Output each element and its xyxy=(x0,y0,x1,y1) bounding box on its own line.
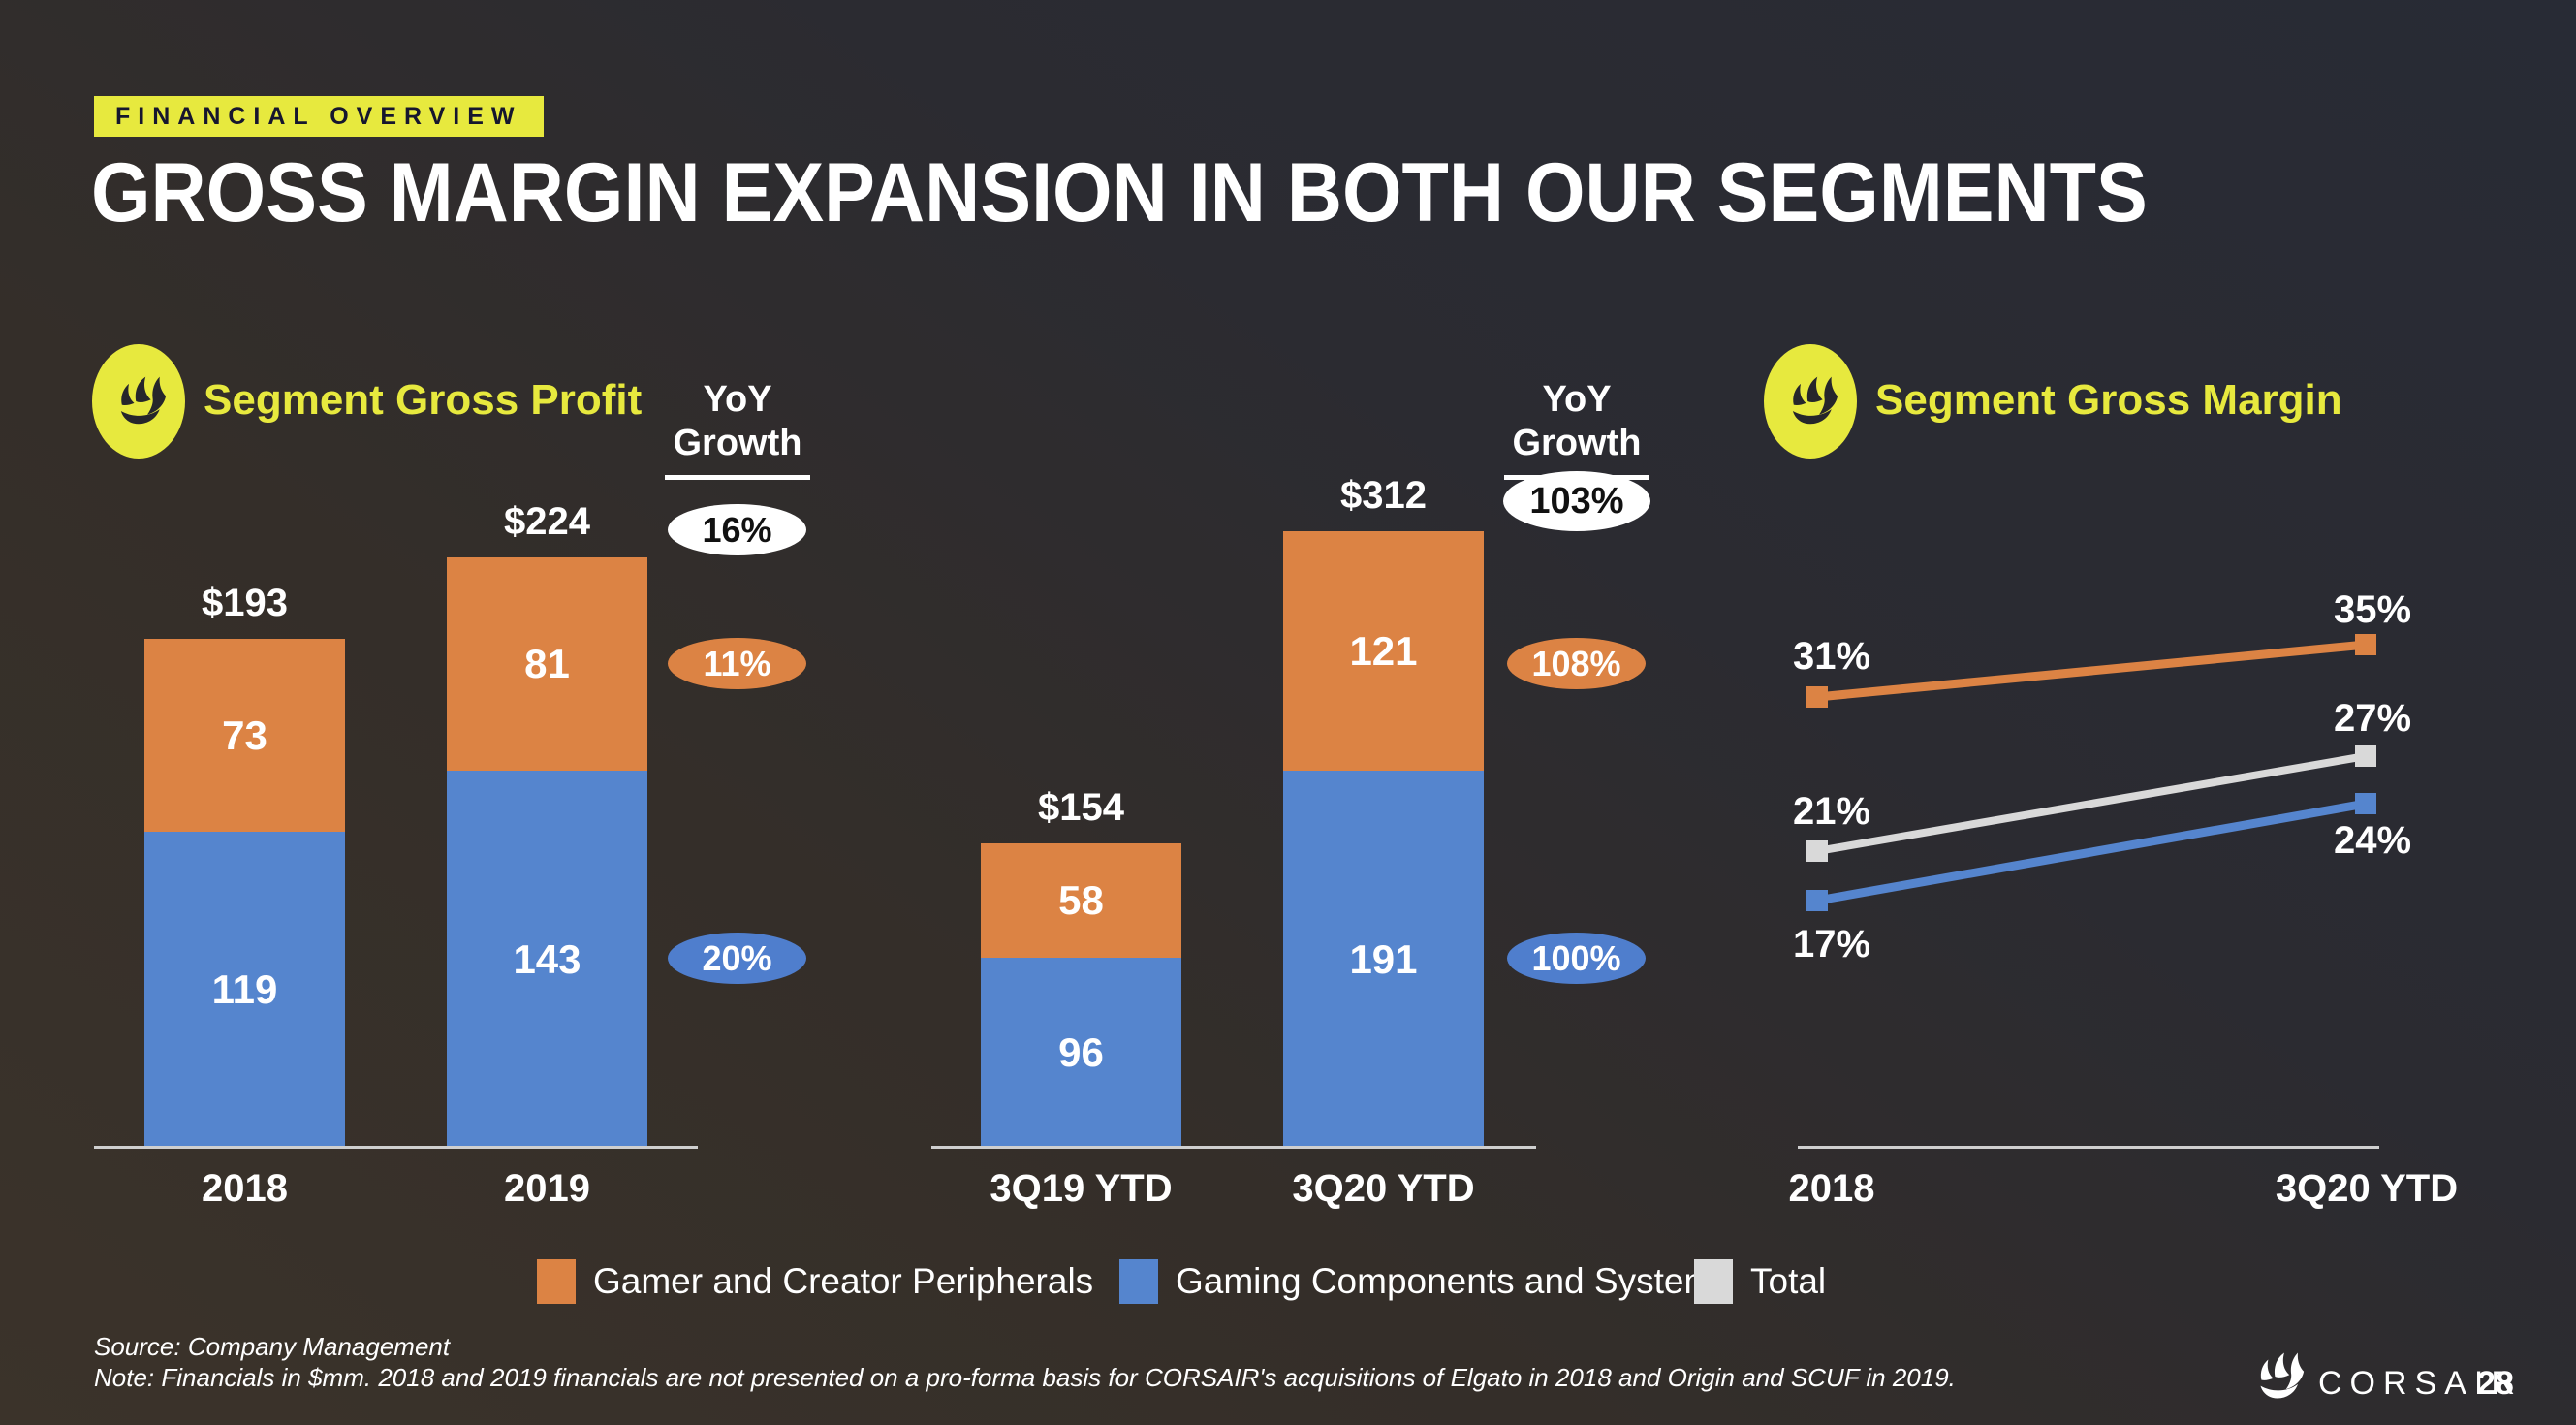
legend-swatch-components xyxy=(1119,1259,1158,1304)
x-label-2018-margin: 2018 xyxy=(1788,1167,1875,1210)
yoy-oval-peripherals-left: 11% xyxy=(668,638,806,689)
bar-segment-peripherals-2019: 81 xyxy=(447,557,647,771)
bar-segment-components-3q19: 96 xyxy=(981,958,1181,1148)
yoy-growth-header-middle: YoY Growth xyxy=(1504,378,1649,480)
bar-segment-peripherals-3q20: 121 xyxy=(1283,531,1484,771)
yoy-line1: YoY xyxy=(703,379,772,420)
bar-segment-components-2018: 119 xyxy=(144,832,345,1148)
bar-2018: 73 119 xyxy=(144,639,345,1148)
bar-segment-peripherals-3q19: 58 xyxy=(981,843,1181,958)
x-label-2019: 2019 xyxy=(504,1167,590,1210)
bar-segment-components-2019: 143 xyxy=(447,771,647,1148)
segment-value: 81 xyxy=(524,641,570,686)
gross-margin-heading: Segment Gross Margin xyxy=(1875,376,2342,424)
yoy-line2: Growth xyxy=(1512,423,1642,463)
corsair-sails-icon xyxy=(2250,1349,2305,1404)
legend-label-total: Total xyxy=(1750,1261,1827,1301)
legend-label-components: Gaming Components and Systems xyxy=(1176,1261,1732,1301)
yoy-oval-components-left: 20% xyxy=(668,933,806,984)
bar-segment-components-3q20: 191 xyxy=(1283,771,1484,1148)
corsair-wordmark: CORSAIR xyxy=(2318,1365,2523,1402)
x-axis-middle-chart xyxy=(931,1146,1536,1149)
page-title: GROSS MARGIN EXPANSION IN BOTH OUR SEGME… xyxy=(91,146,2148,239)
bar-total-2018: $193 xyxy=(202,582,288,624)
bar-segment-peripherals-2018: 73 xyxy=(144,639,345,832)
yoy-oval-total-left: 16% xyxy=(668,504,806,555)
segment-value: 96 xyxy=(1058,1029,1104,1075)
source-note: Source: Company Management xyxy=(94,1332,451,1361)
margin-peripherals-2018: 31% xyxy=(1792,635,1871,678)
legend-swatch-peripherals xyxy=(537,1259,576,1304)
page-number: 28 xyxy=(2477,1365,2514,1402)
margin-components-2018: 17% xyxy=(1792,923,1871,966)
yoy-line1: YoY xyxy=(1542,379,1612,420)
bar-3q20-ytd: 121 191 xyxy=(1283,531,1484,1148)
yoy-growth-header-left: YoY Growth xyxy=(665,378,810,480)
bar-total-2019: $224 xyxy=(504,500,590,543)
bar-total-3q19: $154 xyxy=(1038,786,1124,829)
yoy-line2: Growth xyxy=(673,423,802,463)
x-axis-left-chart xyxy=(94,1146,698,1149)
bar-3q19-ytd: 58 96 xyxy=(981,843,1181,1148)
segment-value: 58 xyxy=(1058,877,1104,923)
yoy-oval-total-middle: 103% xyxy=(1503,471,1650,531)
x-label-2018: 2018 xyxy=(202,1167,288,1210)
legend-label-peripherals: Gamer and Creator Peripherals xyxy=(593,1261,1094,1301)
bar-2019: 81 143 xyxy=(447,557,647,1148)
eyebrow-tag: FINANCIAL OVERVIEW xyxy=(94,96,544,137)
margin-total-3q20: 27% xyxy=(2333,697,2412,740)
corsair-badge xyxy=(1764,344,1857,459)
bar-total-3q20: $312 xyxy=(1340,474,1427,517)
segment-value: 121 xyxy=(1349,627,1418,674)
x-label-3q20-margin: 3Q20 YTD xyxy=(2275,1167,2459,1210)
margin-total-2018: 21% xyxy=(1792,790,1871,833)
x-label-3q19-ytd: 3Q19 YTD xyxy=(990,1167,1173,1210)
financials-note: Note: Financials in $mm. 2018 and 2019 f… xyxy=(94,1363,1956,1392)
segment-value: 119 xyxy=(211,966,278,1012)
margin-peripherals-3q20: 35% xyxy=(2333,588,2412,631)
corsair-sails-icon xyxy=(110,373,167,429)
legend-swatch-total xyxy=(1694,1259,1733,1304)
yoy-oval-components-middle: 100% xyxy=(1507,933,1646,984)
yoy-oval-peripherals-middle: 108% xyxy=(1507,638,1646,689)
x-axis-right-chart xyxy=(1798,1146,2379,1149)
gross-margin-line-chart xyxy=(1806,634,2376,911)
segment-value: 143 xyxy=(513,935,581,982)
corsair-sails-icon xyxy=(1782,373,1838,429)
x-label-3q20-ytd: 3Q20 YTD xyxy=(1292,1167,1475,1210)
corsair-badge xyxy=(92,344,185,459)
segment-value: 73 xyxy=(222,712,267,758)
segment-value: 191 xyxy=(1349,935,1418,982)
gross-profit-heading: Segment Gross Profit xyxy=(204,376,643,424)
margin-components-3q20: 24% xyxy=(2333,819,2412,862)
